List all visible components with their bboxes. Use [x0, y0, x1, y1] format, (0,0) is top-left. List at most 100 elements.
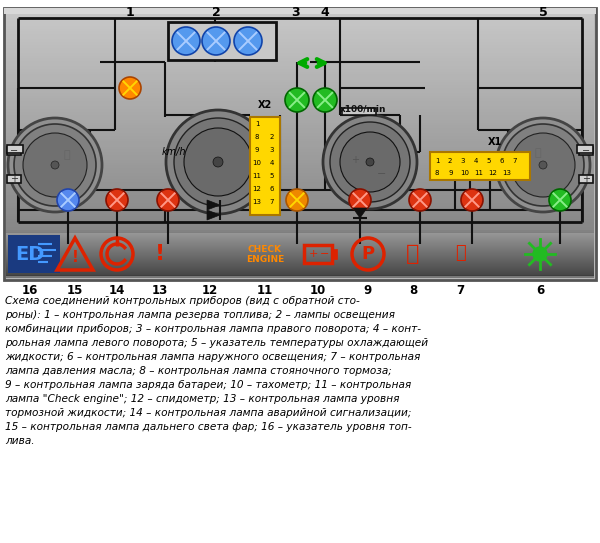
Bar — [6, 274, 594, 275]
Text: km/h: km/h — [161, 147, 186, 157]
Bar — [6, 264, 594, 267]
Text: 8: 8 — [409, 284, 417, 297]
Bar — [6, 271, 594, 272]
Text: 5: 5 — [487, 158, 491, 164]
Bar — [6, 249, 594, 251]
Text: 5: 5 — [539, 7, 547, 20]
Text: 7: 7 — [456, 284, 464, 297]
Bar — [6, 267, 594, 268]
Circle shape — [166, 110, 270, 214]
Text: 3: 3 — [290, 7, 299, 20]
Bar — [577, 145, 593, 153]
Bar — [6, 263, 594, 264]
Bar — [6, 198, 594, 200]
Circle shape — [106, 189, 128, 211]
Text: x100/min: x100/min — [340, 104, 386, 113]
Text: 3: 3 — [461, 158, 465, 164]
Bar — [342, 108, 376, 115]
Bar — [8, 235, 60, 273]
Text: 7: 7 — [270, 199, 274, 205]
Bar — [6, 238, 594, 241]
Text: +: + — [309, 249, 319, 259]
Bar — [6, 239, 594, 240]
Bar — [6, 233, 594, 234]
Bar — [6, 203, 594, 206]
Bar — [579, 147, 593, 155]
Bar — [6, 240, 594, 241]
Circle shape — [461, 189, 483, 211]
Bar — [6, 10, 594, 12]
Text: ⛽: ⛽ — [64, 150, 70, 160]
Text: X2: X2 — [258, 100, 272, 110]
Bar — [6, 179, 594, 181]
Text: 9: 9 — [449, 170, 453, 176]
Bar — [6, 251, 594, 254]
Bar — [6, 275, 594, 278]
Bar — [6, 233, 594, 235]
Bar — [6, 272, 594, 273]
Text: 12: 12 — [253, 186, 262, 192]
Bar — [6, 264, 594, 265]
Bar — [6, 249, 594, 251]
Bar — [6, 232, 594, 235]
Bar — [6, 144, 594, 147]
Bar — [6, 45, 594, 48]
Text: +: + — [351, 155, 359, 165]
Bar — [6, 273, 594, 274]
Circle shape — [202, 27, 230, 55]
Text: CHECK: CHECK — [248, 245, 282, 255]
Bar — [6, 219, 594, 222]
Circle shape — [14, 124, 96, 206]
Text: X1: X1 — [488, 137, 502, 147]
Bar — [579, 175, 593, 183]
Bar — [6, 106, 594, 109]
Text: 6: 6 — [270, 186, 274, 192]
Bar — [6, 257, 594, 259]
Bar — [168, 22, 276, 60]
Bar — [6, 262, 594, 263]
Bar — [6, 259, 594, 260]
Bar — [6, 104, 594, 106]
Bar — [430, 152, 530, 180]
Bar — [6, 72, 594, 74]
Text: 16: 16 — [22, 284, 38, 297]
Bar — [6, 133, 594, 136]
Bar — [6, 176, 594, 179]
Bar — [6, 254, 594, 257]
Bar — [6, 123, 594, 125]
Circle shape — [234, 27, 262, 55]
Bar — [6, 262, 594, 264]
Circle shape — [172, 27, 200, 55]
Bar — [6, 237, 594, 238]
Circle shape — [533, 247, 547, 261]
Bar — [6, 257, 594, 258]
Text: 9: 9 — [255, 147, 259, 153]
Bar — [6, 241, 594, 243]
Bar — [6, 260, 594, 261]
Bar — [6, 235, 594, 238]
Bar — [6, 37, 594, 40]
Bar — [6, 253, 594, 254]
Bar — [6, 248, 594, 250]
Bar — [6, 168, 594, 171]
Bar — [304, 245, 332, 263]
Text: 4: 4 — [270, 160, 274, 166]
Bar — [6, 249, 594, 250]
Bar — [6, 239, 594, 241]
Bar — [6, 236, 594, 238]
Circle shape — [539, 161, 547, 169]
Text: 2: 2 — [270, 134, 274, 140]
Bar — [6, 141, 594, 144]
Bar — [6, 34, 594, 37]
Bar — [6, 131, 594, 133]
Bar — [6, 256, 594, 259]
Bar — [7, 175, 21, 183]
Bar — [6, 40, 594, 42]
Circle shape — [119, 77, 141, 99]
Text: +: + — [10, 174, 18, 184]
Circle shape — [323, 115, 417, 209]
Bar — [6, 243, 594, 244]
Text: 6: 6 — [536, 284, 544, 297]
Circle shape — [8, 118, 102, 212]
Bar — [6, 230, 594, 232]
